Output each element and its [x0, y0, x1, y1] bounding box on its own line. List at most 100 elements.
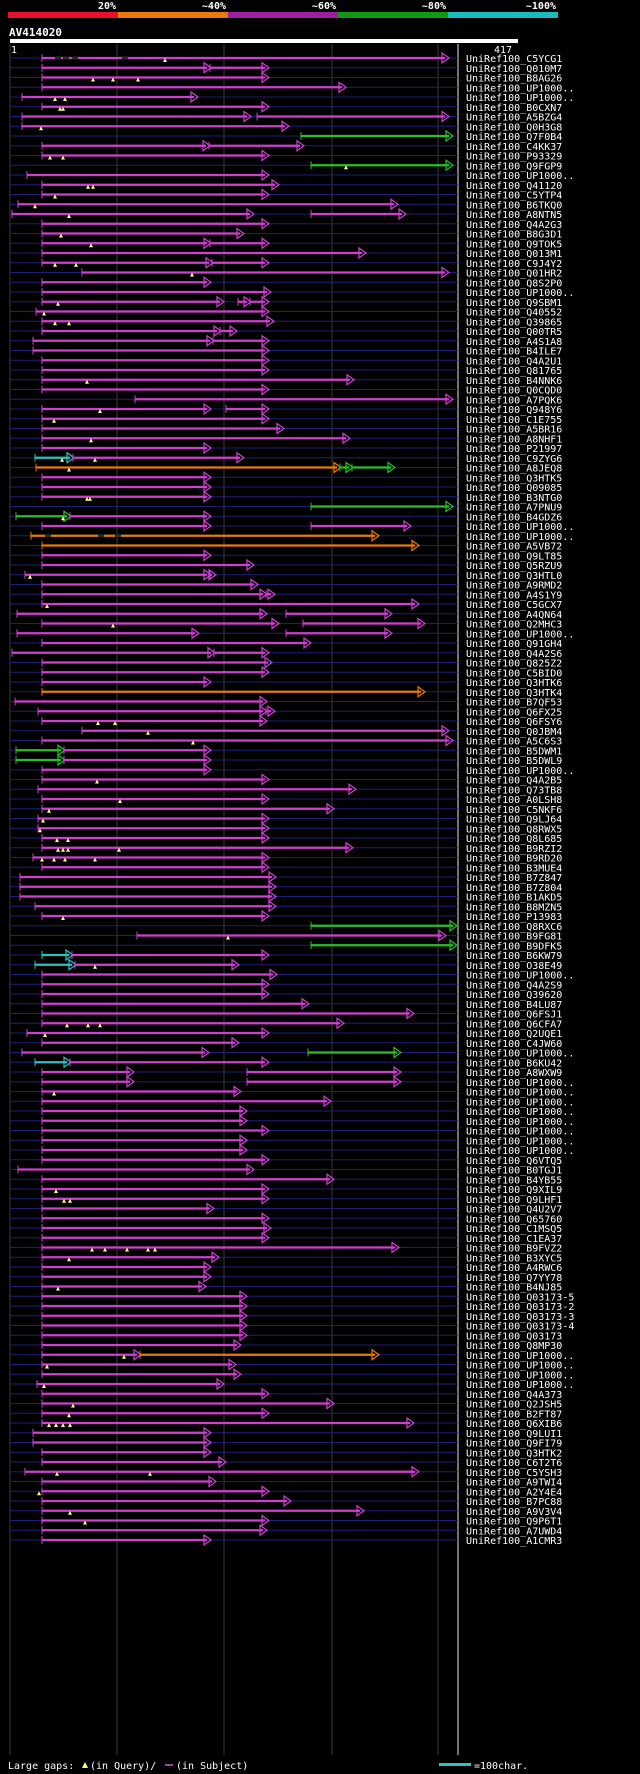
hit-row[interactable]: UniRef100_A5BZG4 [10, 110, 562, 124]
hit-row[interactable]: UniRef100_Q6VTQ5 [10, 1153, 562, 1167]
hit-name[interactable]: UniRef100_UP1000.. [466, 629, 574, 640]
hit-row[interactable]: UniRef100_Q9FGP9 [10, 159, 562, 172]
hit-row[interactable]: UniRef100_Q0H3G8 [10, 120, 562, 133]
hit-row[interactable]: UniRef100_B7Z847 [10, 870, 562, 884]
hit-row[interactable]: UniRef100_A4S1Y9 [10, 588, 562, 601]
hit-row[interactable]: UniRef100_Q9XIL9 [10, 1182, 562, 1196]
hit-name[interactable]: UniRef100_Q03173-4 [466, 1322, 574, 1333]
hit-row[interactable]: UniRef100_B8MZN5 [10, 900, 562, 913]
hit-row[interactable]: UniRef100_C6T2T6 [10, 1455, 562, 1469]
hit-row[interactable]: UniRef100_UP1000.. [10, 168, 574, 182]
hit-row[interactable]: UniRef100_C5GCX7 [10, 597, 562, 611]
hit-name[interactable]: UniRef100_Q7YY78 [466, 1273, 562, 1284]
hit-name[interactable]: UniRef100_B1AKD5 [466, 893, 562, 904]
hit-name[interactable]: UniRef100_Q8MP30 [466, 1341, 562, 1352]
hit-name[interactable]: UniRef100_B4NJ85 [466, 1283, 562, 1294]
hit-name[interactable]: UniRef100_Q9P6T1 [466, 1517, 562, 1528]
hit-name[interactable]: UniRef100_C4KK37 [466, 142, 562, 153]
hit-row[interactable]: UniRef100_Q3HTL0 [10, 568, 562, 582]
hit-name[interactable]: UniRef100_A9RMD2 [466, 581, 562, 592]
hit-name[interactable]: UniRef100_Q2UQE1 [466, 1029, 562, 1040]
hit-name[interactable]: UniRef100_Q9LT85 [466, 551, 562, 562]
hit-name[interactable]: UniRef100_Q2JSH5 [466, 1400, 562, 1411]
hit-row[interactable]: UniRef100_B4NJ85 [10, 1280, 562, 1294]
hit-name[interactable]: UniRef100_C9J4Y2 [466, 259, 562, 270]
hit-row[interactable]: UniRef100_P93329 [10, 149, 562, 163]
hit-row[interactable]: UniRef100_Q01HR2 [10, 266, 562, 280]
hit-row[interactable]: UniRef100_C5YTP4 [10, 188, 562, 202]
hit-row[interactable]: UniRef100_A2Y4E4 [10, 1485, 562, 1498]
hit-name[interactable]: UniRef100_B6KW79 [466, 951, 562, 962]
hit-name[interactable]: UniRef100_Q948Y6 [466, 405, 562, 416]
hit-name[interactable]: UniRef100_Q7F0B4 [466, 132, 562, 143]
hit-name[interactable]: UniRef100_Q65760 [466, 1214, 562, 1225]
hit-row[interactable]: UniRef100_Q40552 [10, 305, 562, 319]
hit-row[interactable]: UniRef100_Q6XIB6 [10, 1416, 562, 1430]
hit-name[interactable]: UniRef100_Q40552 [466, 308, 562, 319]
hit-row[interactable]: UniRef100_Q81765 [10, 363, 562, 377]
hit-row[interactable]: UniRef100_UP1000.. [10, 1143, 574, 1157]
hit-row[interactable]: UniRef100_C4KK37 [10, 139, 562, 153]
hit-row[interactable]: UniRef100_Q9P6T1 [10, 1514, 562, 1528]
hit-name[interactable]: UniRef100_B6TKQ0 [466, 200, 562, 211]
hit-row[interactable]: UniRef100_A8NHF1 [10, 432, 562, 445]
hit-name[interactable]: UniRef100_B4LU87 [466, 1000, 562, 1011]
hit-row[interactable]: UniRef100_B6TKQ0 [10, 198, 562, 211]
hit-name[interactable]: UniRef100_UP1000.. [466, 83, 574, 94]
hit-row[interactable]: UniRef100_Q9LJ64 [10, 812, 562, 826]
hit-name[interactable]: UniRef100_B7PC88 [466, 1497, 562, 1508]
hit-name[interactable]: UniRef100_C6T2T6 [466, 1458, 562, 1469]
hit-row[interactable]: UniRef100_Q4A2B5 [10, 773, 562, 787]
hit-name[interactable]: UniRef100_A4QN64 [466, 610, 562, 621]
hit-name[interactable]: UniRef100_Q9FGP9 [466, 161, 562, 172]
hit-name[interactable]: UniRef100_A7PQK6 [466, 395, 562, 406]
hit-name[interactable]: UniRef100_Q4A2G3 [466, 220, 562, 231]
hit-row[interactable]: UniRef100_Q09085 [10, 480, 562, 494]
hit-name[interactable]: UniRef100_Q4A2S6 [466, 649, 562, 660]
hit-name[interactable]: UniRef100_C4JW60 [466, 1039, 562, 1050]
hit-name[interactable]: UniRef100_B9FVZ2 [466, 1244, 562, 1255]
hit-name[interactable]: UniRef100_Q6XIB6 [466, 1419, 562, 1430]
hit-row[interactable]: UniRef100_B0TGJ1 [10, 1163, 562, 1177]
hit-row[interactable]: UniRef100_C9ZYG6 [10, 451, 562, 465]
hit-row[interactable]: UniRef100_B1AKD5 [10, 890, 562, 904]
hit-row[interactable]: UniRef100_Q41120 [10, 178, 562, 192]
hit-row[interactable]: UniRef100_B9RZI2 [10, 841, 562, 855]
hit-row[interactable]: UniRef100_C4JW60 [10, 1036, 562, 1050]
hit-name[interactable]: UniRef100_B4YB55 [466, 1175, 562, 1186]
hit-name[interactable]: UniRef100_UP1000.. [466, 532, 574, 543]
hit-name[interactable]: UniRef100_UP1000.. [466, 971, 574, 982]
hit-name[interactable]: UniRef100_Q3HTL0 [466, 571, 562, 582]
hit-row[interactable]: UniRef100_P13983 [10, 909, 562, 923]
hit-name[interactable]: UniRef100_A8NTN5 [466, 210, 562, 221]
hit-row[interactable]: UniRef100_C1E755 [10, 412, 562, 426]
hit-row[interactable]: UniRef100_Q00TR5 [10, 324, 562, 338]
hit-row[interactable]: UniRef100_A7PNU9 [10, 500, 562, 514]
hit-name[interactable]: UniRef100_Q2MHC3 [466, 620, 562, 631]
hit-row[interactable]: UniRef100_Q5RZU9 [10, 558, 562, 572]
hit-name[interactable]: UniRef100_Q6FX25 [466, 707, 562, 718]
hit-row[interactable]: UniRef100_O38E49 [10, 958, 562, 972]
hit-name[interactable]: UniRef100_B4ILE7 [466, 347, 562, 358]
hit-row[interactable]: UniRef100_UP1000.. [10, 1046, 574, 1060]
hit-row[interactable]: UniRef100_A1CMR3 [10, 1533, 562, 1547]
hit-row[interactable]: UniRef100_UP1000.. [10, 1368, 574, 1381]
hit-row[interactable]: UniRef100_Q7YY78 [10, 1270, 562, 1284]
hit-row[interactable]: UniRef100_Q6FX25 [10, 705, 562, 718]
hit-name[interactable]: UniRef100_UP1000.. [466, 1370, 574, 1381]
hit-row[interactable]: UniRef100_Q8L685 [10, 831, 562, 845]
hit-name[interactable]: UniRef100_UP1000.. [466, 1107, 574, 1118]
hit-row[interactable]: UniRef100_B8AG26 [10, 71, 562, 85]
hit-name[interactable]: UniRef100_Q03173-2 [466, 1302, 574, 1313]
hit-name[interactable]: UniRef100_Q00TR5 [466, 327, 562, 338]
hit-name[interactable]: UniRef100_B7Z804 [466, 883, 562, 894]
hit-row[interactable]: UniRef100_Q6CFA7 [10, 1017, 562, 1030]
hit-row[interactable]: UniRef100_C9J4Y2 [10, 256, 562, 270]
hit-row[interactable]: UniRef100_Q0JBM4 [10, 724, 562, 738]
hit-row[interactable]: UniRef100_C5YCG1 [10, 51, 562, 65]
hit-row[interactable]: UniRef100_Q0CQD0 [10, 383, 562, 397]
hit-row[interactable]: UniRef100_UP1000.. [10, 90, 574, 104]
hit-row[interactable]: UniRef100_B8G3D1 [10, 227, 562, 241]
hit-row[interactable]: UniRef100_A8WXW9 [10, 1065, 562, 1079]
hit-name[interactable]: UniRef100_UP1000.. [466, 1361, 574, 1372]
